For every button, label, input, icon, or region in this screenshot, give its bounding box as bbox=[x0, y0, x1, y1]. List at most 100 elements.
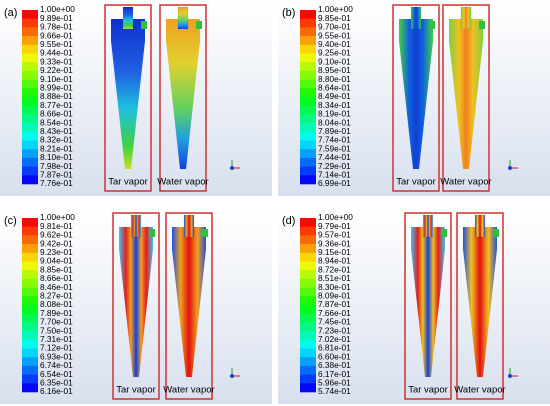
colorbar-label: 9.25e-01 bbox=[318, 48, 351, 58]
box-label: Tar vapor bbox=[108, 177, 148, 188]
cyclone bbox=[166, 19, 200, 169]
colorbar-segment bbox=[300, 365, 316, 375]
colorbar-segment bbox=[300, 27, 316, 37]
colorbar-label: 8.30e-01 bbox=[318, 282, 351, 292]
colorbar-label: 7.45e-01 bbox=[318, 317, 351, 327]
colorbar-label: 7.87e-01 bbox=[318, 299, 351, 309]
box-label: Tar vapor bbox=[116, 385, 156, 396]
colorbar-segment bbox=[22, 157, 38, 167]
colorbar-segment bbox=[300, 296, 316, 306]
colorbar-label: 9.04e-01 bbox=[40, 256, 73, 266]
colorbar-label: 7.89e-01 bbox=[40, 308, 73, 318]
colorbar-segment bbox=[300, 166, 316, 176]
colorbar-label: 1.00e+00 bbox=[40, 4, 75, 14]
colorbar-segment bbox=[300, 226, 316, 236]
colorbar-label: 7.23e-01 bbox=[318, 325, 351, 335]
colorbar-label: 9.40e-01 bbox=[318, 39, 351, 49]
highlight-box bbox=[159, 4, 207, 192]
colorbar-label: 9.22e-01 bbox=[40, 65, 73, 75]
colorbar-label: 9.62e-01 bbox=[40, 230, 73, 240]
colorbar-segment bbox=[300, 70, 316, 80]
axis-triad bbox=[230, 368, 240, 378]
cyclone bbox=[172, 227, 206, 377]
colorbar-segment bbox=[300, 252, 316, 262]
colorbar-segment bbox=[300, 114, 316, 124]
colorbar-label: 8.09e-01 bbox=[318, 290, 351, 300]
colorbar-segment bbox=[22, 105, 38, 115]
colorbar-label: 9.85e-01 bbox=[318, 13, 351, 23]
colorbar-segment bbox=[300, 322, 316, 332]
cyclone bbox=[119, 227, 153, 377]
highlight-box bbox=[442, 4, 490, 192]
inlet bbox=[422, 214, 434, 238]
colorbar-segment bbox=[300, 10, 316, 19]
cyclone bbox=[111, 19, 145, 169]
colorbar-label: 9.55e-01 bbox=[40, 39, 73, 49]
colorbar-label: 9.10e-01 bbox=[40, 74, 73, 84]
colorbar-label: 8.99e-01 bbox=[40, 82, 73, 92]
colorbar-label: 9.78e-01 bbox=[40, 22, 73, 32]
colorbar-segment bbox=[22, 166, 38, 176]
colorbar-label: 9.42e-01 bbox=[40, 238, 73, 248]
colorbar-label: 7.50e-01 bbox=[40, 325, 73, 335]
highlight-box bbox=[456, 212, 504, 400]
colorbar-segment bbox=[22, 331, 38, 341]
colorbar-segment bbox=[22, 218, 38, 227]
colorbar-label: 8.66e-01 bbox=[40, 273, 73, 283]
colorbar-label: 9.79e-01 bbox=[318, 221, 351, 231]
panel: (c) 1.00e+009.81e-019.62e-019.42e-019.23e… bbox=[0, 208, 272, 404]
colorbar-segment bbox=[300, 218, 316, 227]
colorbar-segment bbox=[300, 157, 316, 167]
colorbar-segment bbox=[300, 175, 316, 185]
colorbar-label: 9.36e-01 bbox=[318, 238, 351, 248]
colorbar-label: 7.74e-01 bbox=[318, 135, 351, 145]
axis-triad bbox=[508, 160, 518, 170]
colorbar-label: 9.66e-01 bbox=[40, 30, 73, 40]
colorbar-label: 9.81e-01 bbox=[40, 221, 73, 231]
colorbar-segment bbox=[22, 244, 38, 254]
colorbar-label: 6.38e-01 bbox=[318, 360, 351, 370]
colorbar-label: 8.94e-01 bbox=[318, 256, 351, 266]
colorbar-label: 8.72e-01 bbox=[318, 264, 351, 274]
colorbar-label: 8.54e-01 bbox=[40, 117, 73, 127]
colorbar-label: 6.93e-01 bbox=[40, 351, 73, 361]
colorbar-segment bbox=[300, 235, 316, 245]
colorbar-segment bbox=[300, 97, 316, 106]
panel-label: (c) bbox=[4, 215, 17, 227]
colorbar-segment bbox=[300, 62, 316, 72]
highlight-box bbox=[404, 212, 452, 400]
colorbar-label: 9.15e-01 bbox=[318, 247, 351, 257]
inlet bbox=[474, 214, 486, 238]
colorbar-segment bbox=[300, 149, 316, 159]
cyclone bbox=[463, 227, 497, 377]
colorbar-segment bbox=[22, 44, 38, 54]
highlight-box bbox=[165, 212, 213, 400]
colorbar-segment bbox=[22, 357, 38, 367]
axis-triad bbox=[508, 368, 518, 378]
colorbar-segment bbox=[300, 88, 316, 98]
colorbar-label: 8.34e-01 bbox=[318, 100, 351, 110]
colorbar-segment bbox=[22, 123, 38, 133]
panel: (b) 1.00e+009.85e-019.70e-019.55e-019.40e… bbox=[278, 0, 550, 196]
colorbar-label: 7.02e-01 bbox=[318, 334, 351, 344]
inlet bbox=[183, 214, 195, 238]
colorbar-segment bbox=[22, 348, 38, 358]
colorbar-segment bbox=[22, 97, 38, 106]
box-label: Water vapor bbox=[440, 177, 491, 188]
highlight-box bbox=[112, 212, 160, 400]
colorbar-label: 8.77e-01 bbox=[40, 100, 73, 110]
colorbar-segment bbox=[22, 365, 38, 375]
colorbar-label: 6.74e-01 bbox=[40, 360, 73, 370]
colorbar-segment bbox=[300, 123, 316, 133]
colorbar-segment bbox=[22, 27, 38, 37]
colorbar-segment bbox=[22, 296, 38, 306]
side-outlet bbox=[493, 229, 499, 237]
colorbar-segment bbox=[22, 149, 38, 159]
colorbar-segment bbox=[300, 244, 316, 254]
colorbar-segment bbox=[22, 226, 38, 236]
cyclone bbox=[399, 19, 433, 169]
colorbar-segment bbox=[22, 36, 38, 46]
colorbar-segment bbox=[22, 53, 38, 63]
colorbar-label: 7.76e-01 bbox=[40, 178, 73, 188]
